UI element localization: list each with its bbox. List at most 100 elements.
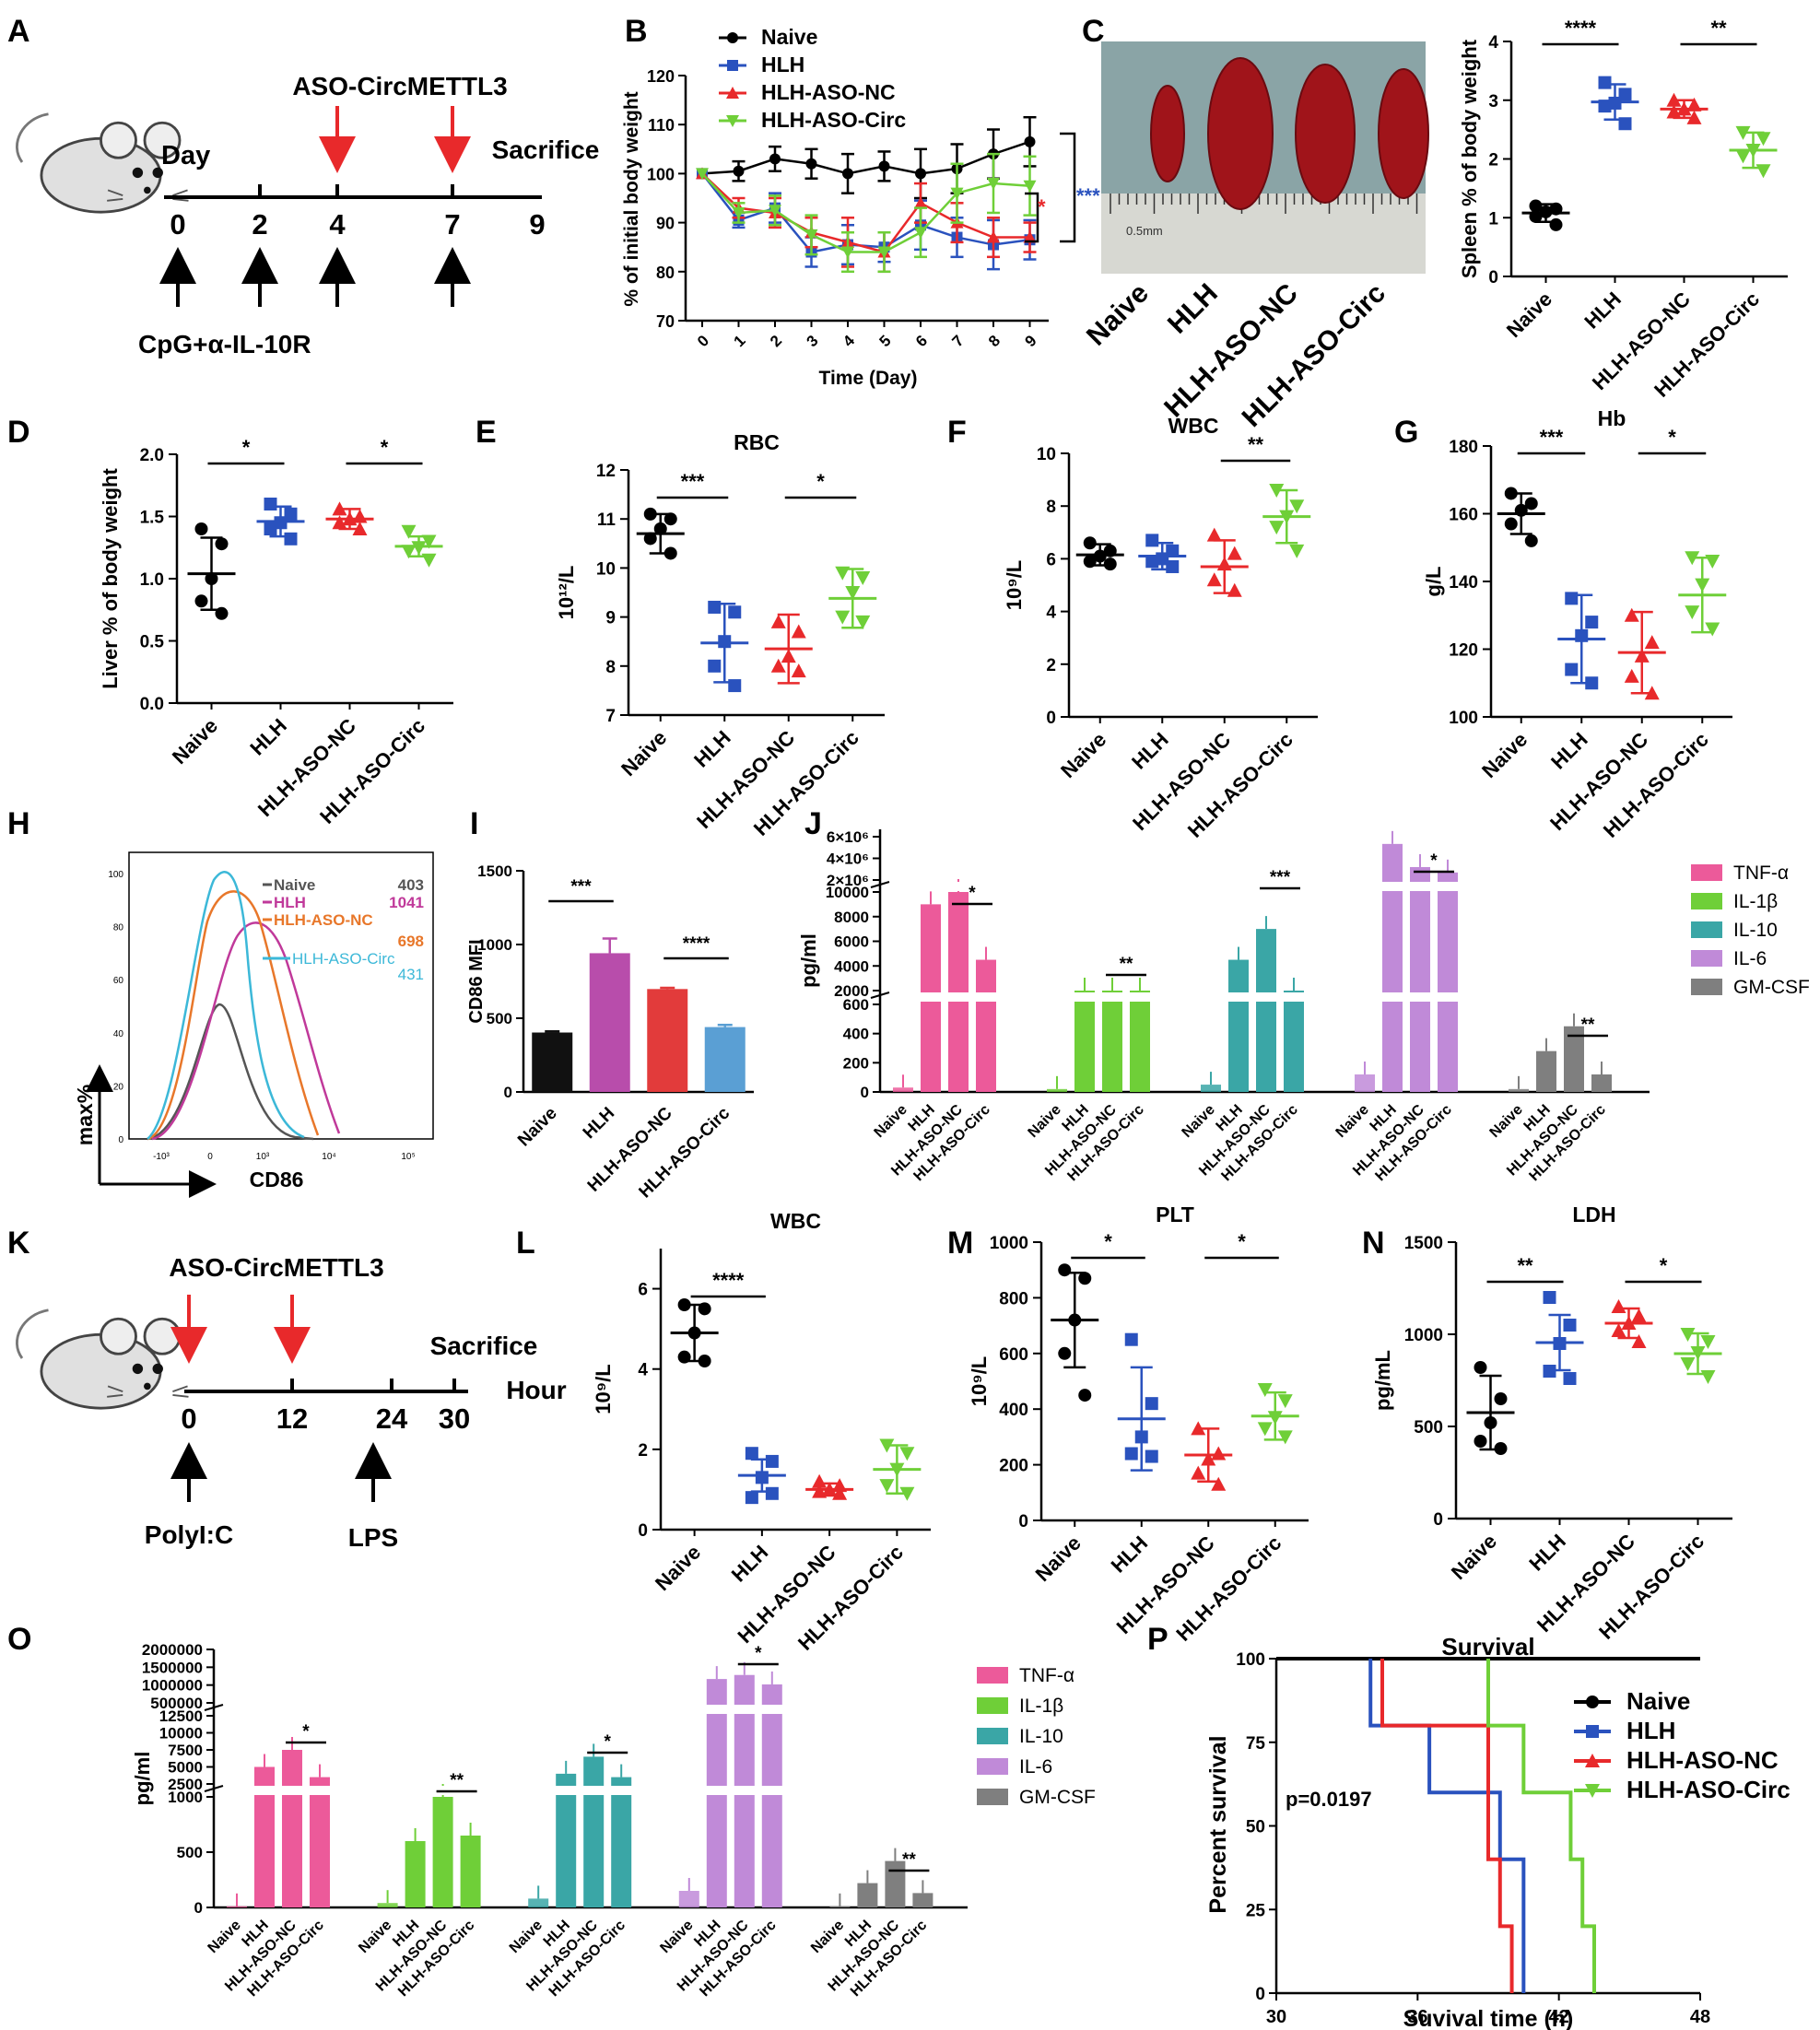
x-tick-label: 0	[207, 1152, 213, 1162]
data-point	[264, 522, 277, 535]
ruler-label: 0.5mm	[1126, 224, 1163, 238]
significance-label: **	[1710, 17, 1727, 40]
histogram-curve	[147, 890, 320, 1141]
y-tick-label: 7500	[168, 1742, 203, 1759]
data-point	[812, 1473, 828, 1488]
data-point	[643, 507, 657, 521]
treatment-label: CpG+α-IL-10R	[138, 330, 311, 358]
y-tick-label: 12500	[159, 1707, 203, 1725]
sacrifice-label: Sacrifice	[430, 1332, 538, 1360]
y-tick-label: 500	[177, 1844, 203, 1861]
significance-label: ***	[1076, 184, 1100, 207]
legend-label: HLH-ASO-Circ	[1626, 1776, 1791, 1803]
data-point	[1156, 552, 1169, 566]
mouse-nose	[144, 1382, 151, 1390]
x-axis-label: Suvival time (h)	[1403, 2006, 1574, 2030]
timeline-tick-label: 2	[252, 208, 267, 241]
significance-bracket	[1025, 192, 1039, 243]
spleen-sample	[1378, 68, 1429, 199]
bar	[254, 1766, 275, 1907]
y-tick-label: 1000000	[142, 1677, 203, 1695]
x-tick-label: 42	[1549, 2007, 1569, 2027]
axis-break	[204, 1785, 224, 1792]
y-tick-label: 1000	[990, 1234, 1028, 1253]
y-tick-label: 400	[999, 1401, 1028, 1420]
data-point	[1145, 1449, 1158, 1463]
data-point	[1575, 628, 1589, 642]
data-point	[781, 649, 796, 663]
y-tick-label: 500	[1414, 1418, 1443, 1437]
data-point	[1755, 164, 1771, 179]
photo-group-label: HLH	[1162, 278, 1224, 340]
data-point	[915, 168, 926, 180]
data-point	[1524, 497, 1538, 510]
significance-label: ****	[1565, 17, 1597, 40]
legend-marker	[726, 87, 739, 99]
y-tick-label: 0.5	[140, 633, 165, 652]
bar	[1509, 1088, 1529, 1092]
data-point	[411, 541, 427, 556]
bar	[1284, 991, 1304, 1092]
x-tick-label: 10³	[256, 1152, 270, 1162]
chart-title: RBC	[734, 430, 780, 454]
photo-group-label: Naive	[1081, 278, 1155, 352]
y-tick-label: 7	[605, 707, 616, 726]
y-axis-label: 10⁹/L	[592, 1364, 615, 1414]
chart-title: LDH	[1572, 1203, 1615, 1226]
data-point	[832, 1485, 848, 1500]
data-point	[841, 246, 854, 259]
aso-label: ASO-CircMETTL3	[169, 1253, 383, 1282]
sacrifice-label: Sacrifice	[492, 135, 600, 164]
data-point	[698, 1355, 711, 1367]
bar	[976, 959, 996, 1092]
y-axis-label: g/L	[1422, 567, 1445, 597]
bar	[1355, 1074, 1375, 1092]
data-point	[1227, 582, 1242, 597]
y-tick-label: 100	[1449, 709, 1478, 728]
x-tick-label: Naive	[651, 1541, 705, 1595]
x-tick-label: 5	[876, 332, 895, 350]
x-tick-label: Naive	[657, 1918, 696, 1956]
data-point	[1206, 572, 1222, 587]
x-tick-label: Naive	[1031, 1531, 1086, 1586]
data-point	[1257, 1422, 1273, 1437]
data-point	[1745, 143, 1761, 158]
y-tick-label: 6000	[834, 933, 869, 951]
data-point	[643, 532, 657, 546]
axis-break-gap	[1045, 992, 1159, 1002]
data-point	[1624, 668, 1639, 683]
y-tick-label: 0	[194, 1899, 203, 1917]
y-tick-label: 0	[118, 1135, 123, 1145]
legend-value: 698	[398, 933, 424, 950]
bar	[310, 1777, 330, 1907]
p-value-annotation: p=0.0197	[1286, 1788, 1372, 1811]
x-tick-label: 30	[1266, 2007, 1286, 2027]
axis-break-gap	[375, 1786, 490, 1795]
significance-label: *	[1104, 1230, 1112, 1253]
x-tick-label: HLH	[1579, 287, 1626, 334]
significance-label: *	[302, 1722, 310, 1742]
legend-swatch	[1691, 893, 1722, 909]
significance-label: **	[1517, 1254, 1533, 1277]
data-point	[1269, 521, 1285, 535]
legend-label: HLH-ASO-NC	[274, 911, 373, 929]
y-tick-label: 0	[1433, 1510, 1443, 1530]
mouse-eye	[132, 167, 144, 179]
panel-letter-k: K	[7, 1226, 30, 1261]
significance-label: ***	[1270, 868, 1291, 887]
histogram-curve	[147, 1003, 314, 1141]
data-point	[1618, 88, 1632, 101]
y-tick-label: 60	[113, 976, 124, 986]
x-tick-label: Naive	[1487, 1102, 1526, 1141]
data-point	[1644, 635, 1660, 650]
panel-letter-l: L	[516, 1226, 535, 1261]
data-point	[1549, 217, 1563, 231]
data-point	[1735, 149, 1751, 164]
series-line	[701, 140, 1030, 175]
data-point	[1735, 125, 1751, 140]
legend-label: GM-CSF	[1019, 1787, 1096, 1808]
data-point	[733, 165, 745, 177]
legend-marker	[726, 115, 739, 127]
axis-break-gap	[225, 1705, 339, 1714]
y-tick-label: 120	[1449, 641, 1478, 661]
